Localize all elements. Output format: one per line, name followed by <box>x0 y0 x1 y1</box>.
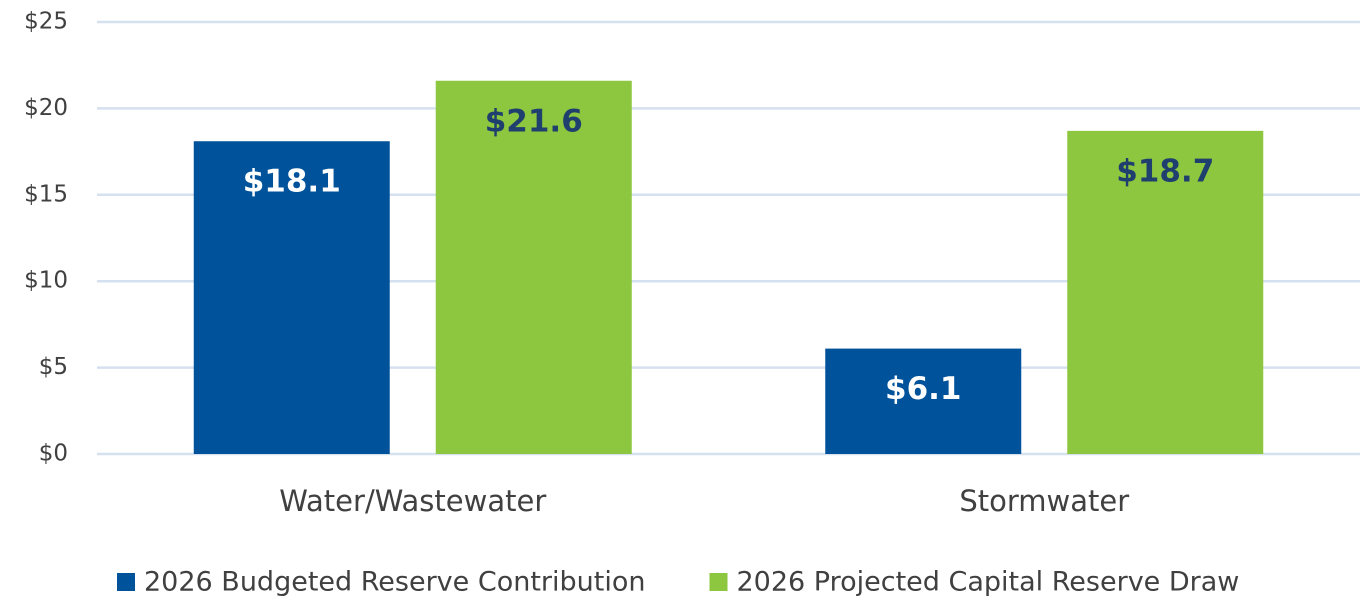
legend-label: 2026 Budgeted Reserve Contribution <box>144 567 646 598</box>
y-tick-label: $5 <box>39 354 68 380</box>
y-tick-label: $20 <box>24 95 68 121</box>
value-label: $18.1 <box>243 164 341 200</box>
bar <box>435 80 632 454</box>
bar <box>1067 130 1264 454</box>
value-label: $21.6 <box>485 103 583 139</box>
y-tick-label: $10 <box>24 268 68 294</box>
x-tick-label: Stormwater <box>959 484 1129 518</box>
legend-swatch <box>117 573 135 591</box>
y-tick-label: $0 <box>39 441 68 467</box>
value-label: $6.1 <box>885 371 962 407</box>
y-tick-label: $25 <box>24 9 68 35</box>
legend-label: 2026 Projected Capital Reserve Draw <box>737 567 1240 598</box>
legend-swatch <box>709 573 728 591</box>
x-tick-label: Water/Wastewater <box>279 484 546 518</box>
bar <box>193 141 390 454</box>
y-tick-label: $15 <box>24 181 68 207</box>
bar <box>825 348 1022 454</box>
value-label: $18.7 <box>1116 153 1214 189</box>
